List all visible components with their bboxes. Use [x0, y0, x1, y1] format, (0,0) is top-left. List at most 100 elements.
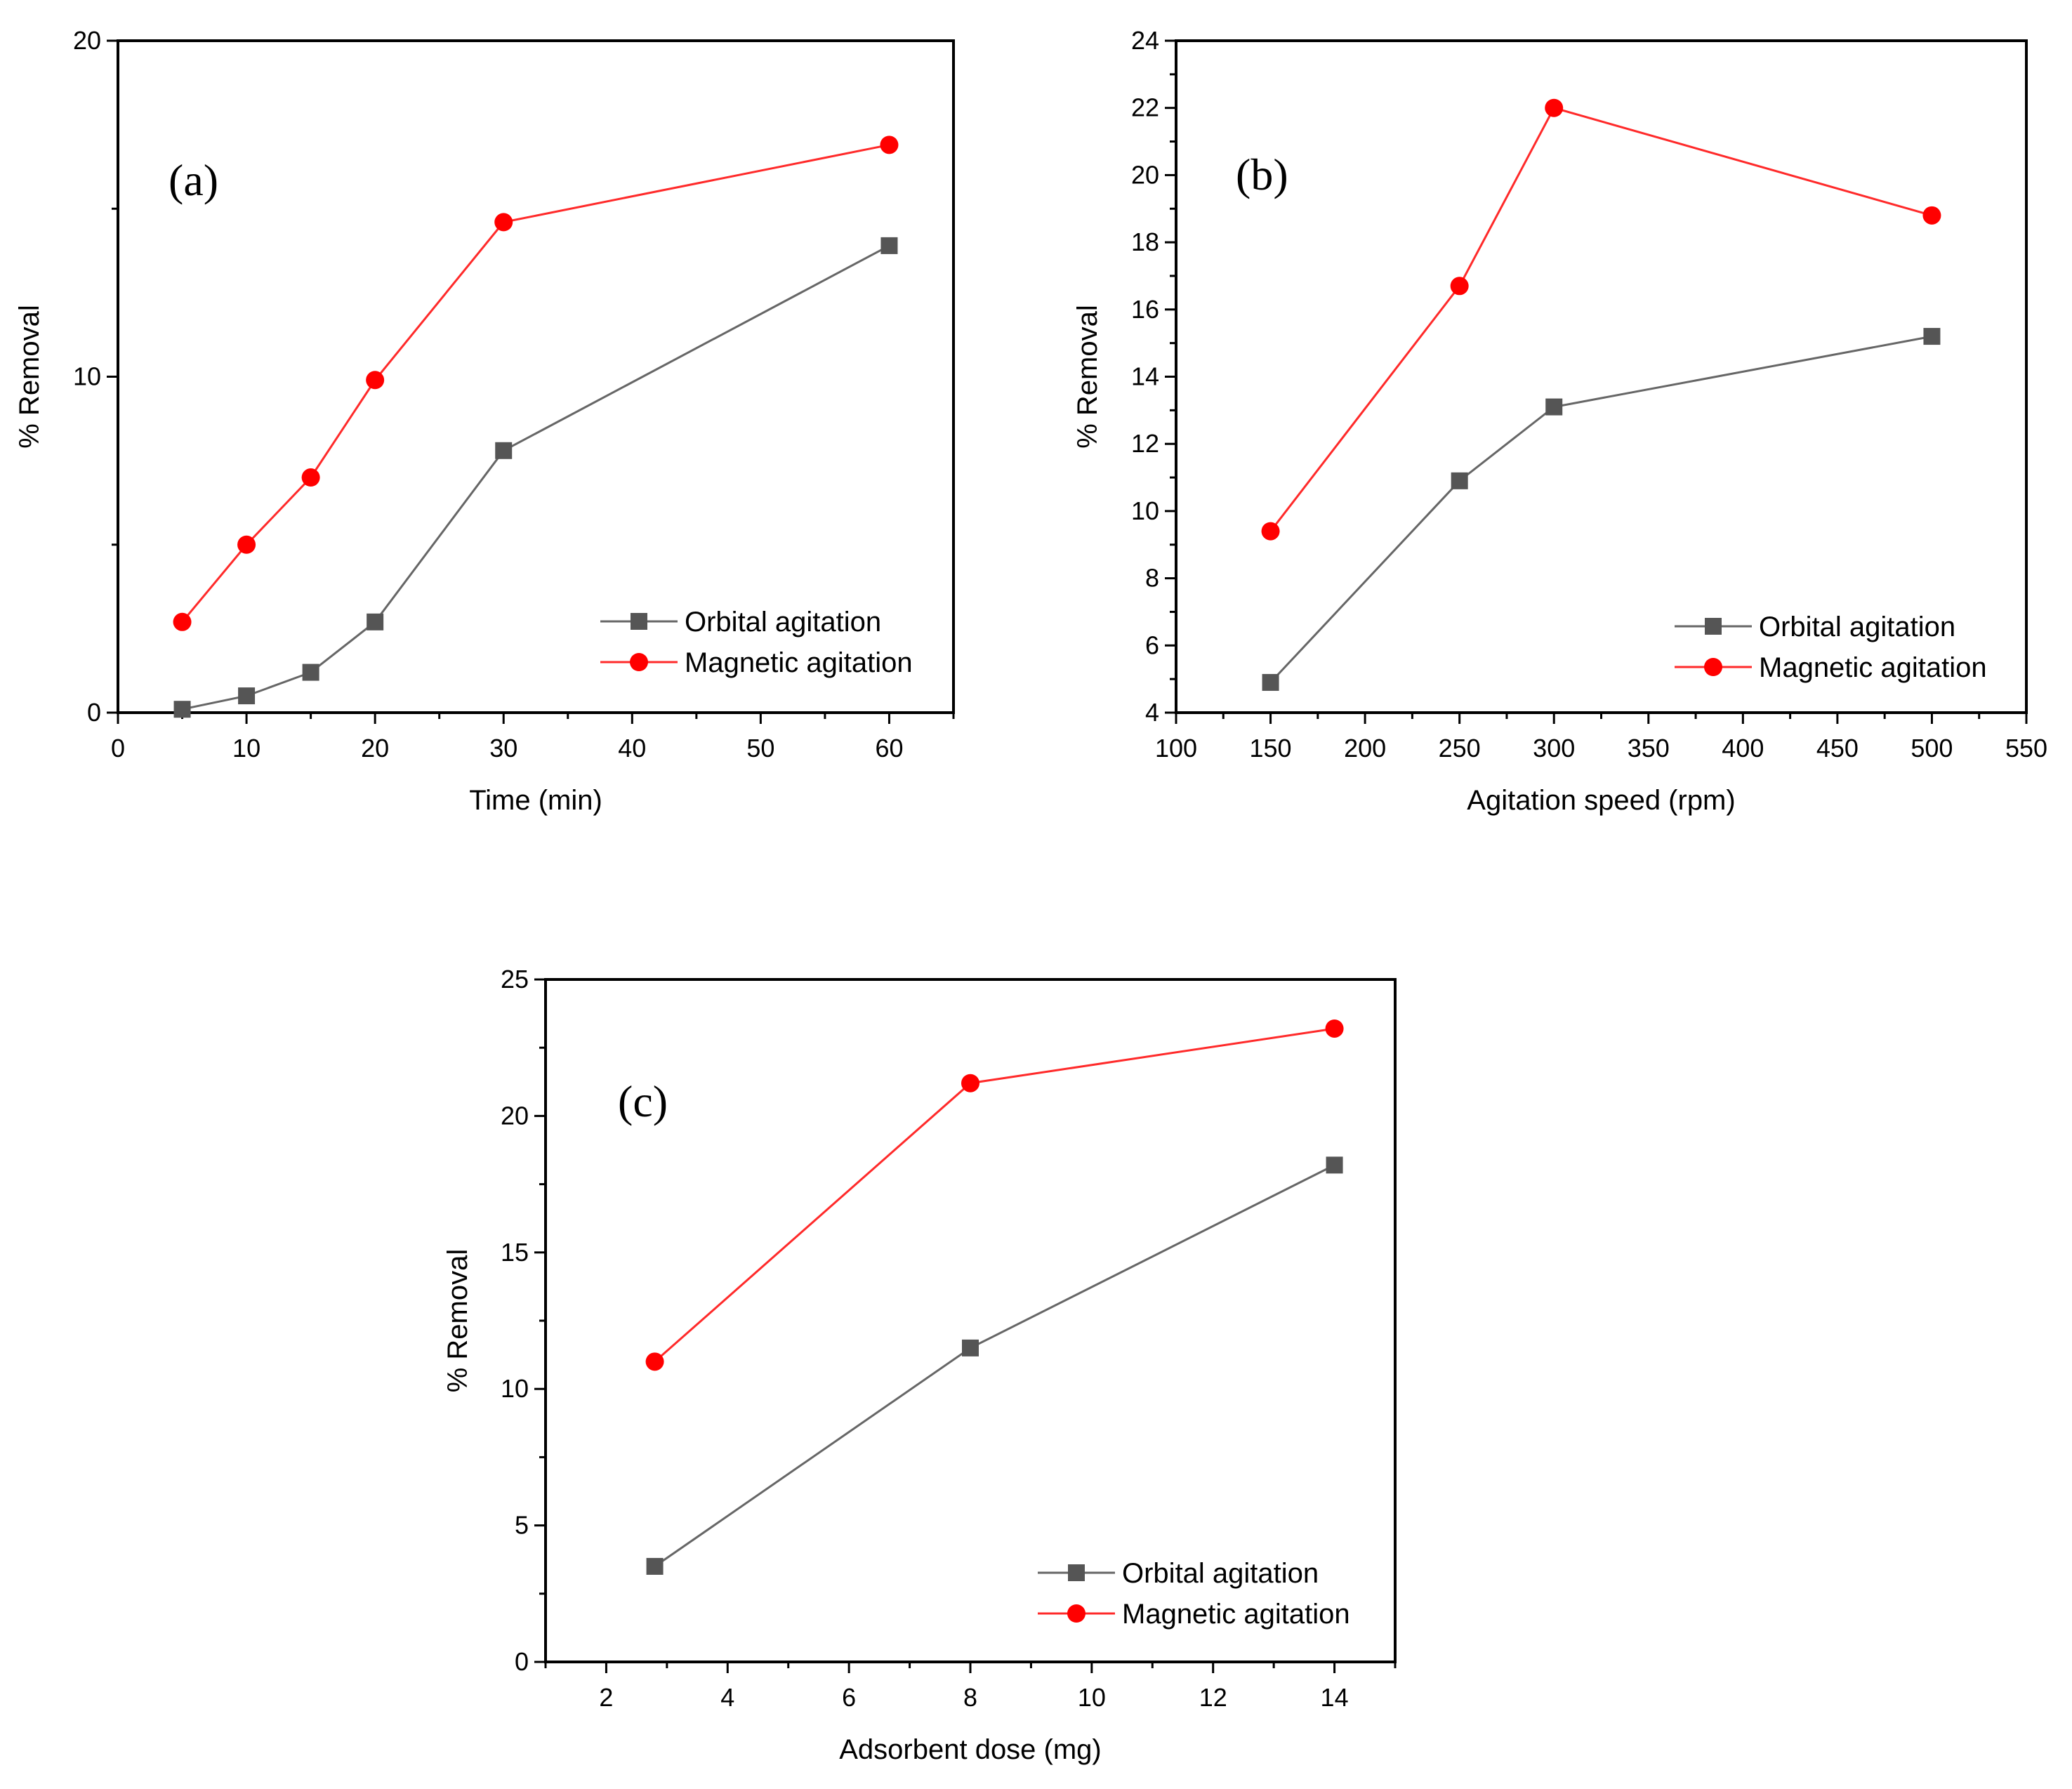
- series-line: [654, 1164, 1335, 1568]
- x-tick-label: 20: [361, 734, 389, 763]
- panel-label: (a): [169, 155, 218, 205]
- y-tick-label: 12: [1131, 429, 1159, 458]
- y-tick-label: 4: [1145, 698, 1159, 727]
- legend-item-magnetic: Magnetic agitation: [1675, 652, 1987, 683]
- data-point: [1325, 1019, 1344, 1038]
- y-tick-label: 8: [1145, 564, 1159, 593]
- legend-item-magnetic: Magnetic agitation: [1038, 1599, 1350, 1630]
- data-point: [646, 1557, 664, 1575]
- series-line: [182, 244, 890, 711]
- series-magnetic: [1261, 98, 1941, 541]
- legend: Orbital agitation Magnetic agitation: [1675, 612, 1987, 683]
- legend: Orbital agitation Magnetic agitation: [600, 607, 913, 678]
- x-tick-label: 2: [599, 1683, 613, 1712]
- x-axis-label: Adsorbent dose (mg): [839, 1734, 1102, 1765]
- y-tick-label: 0: [87, 698, 101, 727]
- legend-marker: [1068, 1564, 1085, 1581]
- y-tick-label: 14: [1131, 362, 1159, 391]
- y-tick-label: 10: [1131, 496, 1159, 525]
- legend-label: Magnetic agitation: [1122, 1599, 1350, 1630]
- legend-marker: [631, 613, 647, 630]
- data-point: [1450, 277, 1469, 296]
- x-tick-label: 0: [111, 734, 125, 763]
- series-magnetic: [645, 1019, 1344, 1371]
- x-tick-label: 400: [1722, 734, 1764, 763]
- series-line: [1269, 335, 1932, 683]
- x-tick-label: 500: [1911, 734, 1953, 763]
- x-tick-label: 14: [1321, 1683, 1349, 1712]
- x-axis-label: Agitation speed (rpm): [1467, 785, 1735, 816]
- legend-item-orbital: Orbital agitation: [600, 607, 881, 638]
- legend-label: Orbital agitation: [1122, 1558, 1319, 1589]
- data-point: [1261, 522, 1280, 541]
- data-point: [961, 1074, 979, 1092]
- y-tick-label: 15: [501, 1238, 529, 1267]
- data-point: [1922, 206, 1941, 225]
- series-line: [654, 1027, 1335, 1363]
- y-tick-label: 22: [1131, 93, 1159, 122]
- data-point: [880, 237, 898, 254]
- x-tick-label: 60: [875, 734, 903, 763]
- x-tick-label: 40: [618, 734, 646, 763]
- data-point: [494, 213, 513, 232]
- data-point: [302, 664, 319, 681]
- x-tick-label: 150: [1250, 734, 1292, 763]
- x-tick-label: 450: [1816, 734, 1859, 763]
- data-point: [1545, 98, 1564, 117]
- x-tick-label: 30: [489, 734, 517, 763]
- x-tick-label: 4: [720, 1683, 734, 1712]
- y-tick-label: 20: [501, 1101, 529, 1130]
- series-line: [181, 143, 890, 623]
- data-point: [962, 1339, 979, 1356]
- data-point: [173, 701, 191, 718]
- y-tick-label: 10: [73, 362, 101, 391]
- y-tick-label: 5: [515, 1511, 529, 1540]
- y-axis-label: % Removal: [1072, 305, 1103, 449]
- y-tick-label: 6: [1145, 631, 1159, 659]
- data-point: [238, 687, 256, 705]
- legend-item-magnetic: Magnetic agitation: [600, 647, 913, 678]
- series-orbital: [1262, 328, 1941, 691]
- series-orbital: [173, 237, 898, 718]
- chart-panel-c: 2 4 6 8 10 12 14 0 5 10 15 20 25 Adsorbent dose (mg)%…: [442, 965, 1397, 1765]
- x-tick-label: 8: [963, 1683, 977, 1712]
- x-tick-label: 6: [842, 1683, 856, 1712]
- x-tick-label: 350: [1628, 734, 1670, 763]
- x-tick-label: 50: [746, 734, 774, 763]
- panel-label: (c): [618, 1076, 668, 1126]
- data-point: [301, 468, 320, 487]
- legend-label: Orbital agitation: [685, 607, 881, 638]
- data-point: [645, 1352, 664, 1371]
- series-orbital: [646, 1156, 1343, 1575]
- legend-label: Magnetic agitation: [685, 647, 913, 678]
- data-point: [880, 136, 899, 154]
- data-point: [495, 442, 513, 459]
- y-tick-label: 16: [1131, 295, 1159, 324]
- chart-panel-b: 100 150 200 250 300 350 400 450 500 550 4 6 8 10 12 14 1…: [1072, 26, 2047, 816]
- y-tick-label: 20: [73, 26, 101, 55]
- y-tick-label: 20: [1131, 160, 1159, 189]
- panel-label: (b): [1236, 150, 1288, 199]
- y-axis-label: % Removal: [14, 305, 45, 449]
- legend-label: Orbital agitation: [1759, 612, 1955, 642]
- y-tick-label: 0: [515, 1647, 529, 1676]
- legend-item-orbital: Orbital agitation: [1038, 1558, 1319, 1589]
- legend: Orbital agitation Magnetic agitation: [1038, 1558, 1350, 1630]
- data-point: [367, 613, 384, 631]
- x-tick-label: 550: [2005, 734, 2047, 763]
- x-tick-label: 200: [1344, 734, 1386, 763]
- data-point: [366, 371, 385, 390]
- y-tick-label: 25: [501, 965, 529, 993]
- data-point: [1451, 472, 1468, 489]
- legend-label: Magnetic agitation: [1759, 652, 1987, 683]
- x-tick-label: 10: [1078, 1683, 1106, 1712]
- legend-marker: [1705, 618, 1722, 635]
- legend-marker: [1704, 658, 1722, 676]
- y-axis-label: % Removal: [442, 1249, 473, 1393]
- x-axis-label: Time (min): [469, 785, 602, 816]
- data-point: [1545, 398, 1563, 416]
- data-point: [237, 535, 256, 554]
- x-tick-label: 300: [1533, 734, 1575, 763]
- legend-item-orbital: Orbital agitation: [1675, 612, 1955, 642]
